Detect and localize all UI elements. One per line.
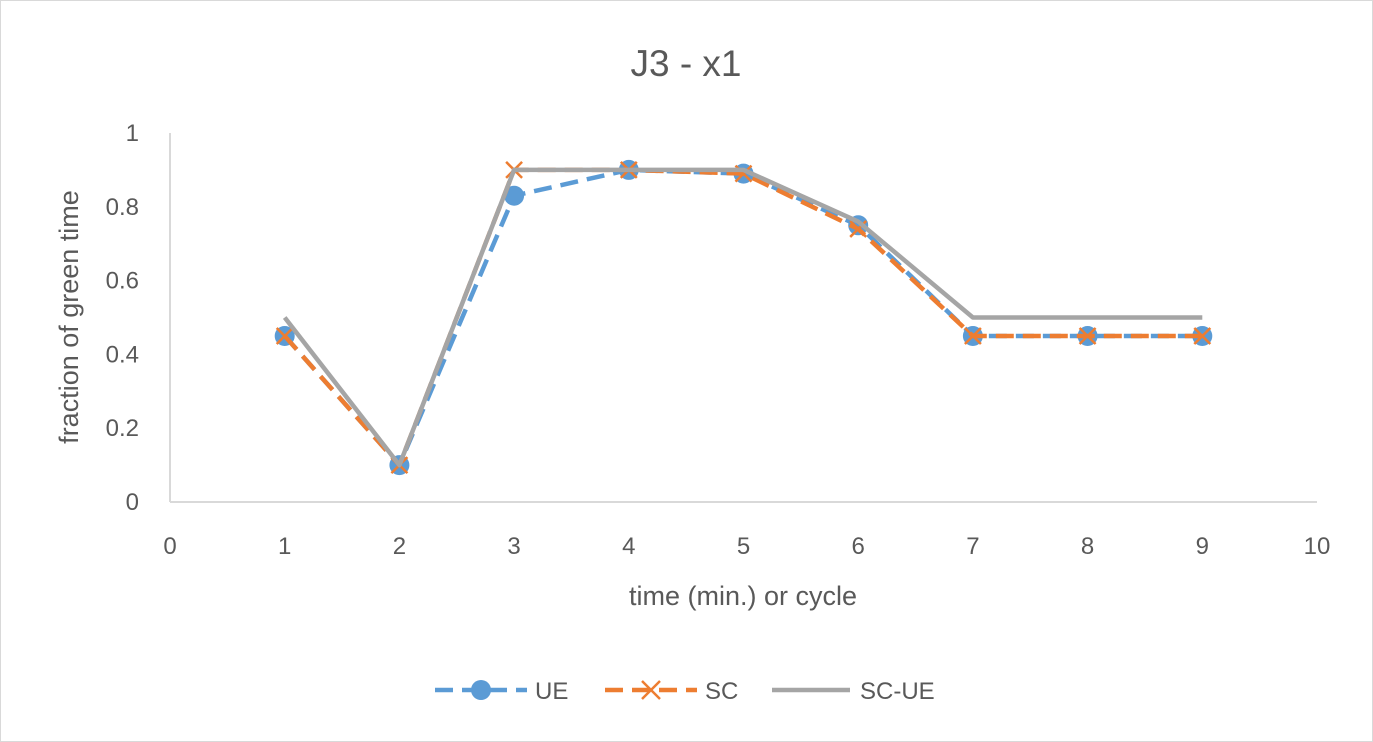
legend-item-ue: UE xyxy=(435,678,568,705)
y-axis-title: fraction of green time xyxy=(54,190,84,444)
series-line-sc-ue xyxy=(282,167,1203,468)
x-tick-label: 1 xyxy=(278,533,291,560)
data-point-sc xyxy=(964,327,982,345)
data-point-sc xyxy=(1193,327,1212,345)
legend-label-sc-ue: SC-UE xyxy=(860,678,935,705)
x-tick-label: 0 xyxy=(163,533,176,560)
legend: UE SC SC-UE xyxy=(435,678,935,705)
series-sc-ue xyxy=(282,167,1203,468)
x-tick-label: 3 xyxy=(507,533,520,560)
y-tick-label: 0.2 xyxy=(106,415,139,442)
x-tick-label: 8 xyxy=(1081,533,1094,560)
series-line-ue xyxy=(283,167,1203,468)
x-tick-label: 7 xyxy=(966,533,979,560)
x-axis-title: time (min.) or cycle xyxy=(629,581,857,611)
x-tick-label: 5 xyxy=(737,533,750,560)
marker-stroke xyxy=(734,164,753,183)
legend-item-sc-ue: SC-UE xyxy=(772,678,935,705)
y-tick-label: 0 xyxy=(126,489,139,516)
legend-label-sc: SC xyxy=(705,678,738,705)
marker-stroke xyxy=(1078,327,1097,345)
legend-marker-sc xyxy=(641,680,661,700)
y-tick-label: 0.8 xyxy=(106,194,139,221)
x-tick-label: 6 xyxy=(852,533,865,560)
x-tick-label: 2 xyxy=(393,533,406,560)
marker-stroke xyxy=(275,327,294,345)
data-point-sc xyxy=(1078,327,1097,345)
x-tick-label: 9 xyxy=(1196,533,1209,560)
marker-stroke xyxy=(1193,327,1212,345)
y-tick-label: 0.6 xyxy=(106,268,139,295)
data-point-sc xyxy=(275,327,294,345)
legend-label-ue: UE xyxy=(535,678,568,705)
legend-marker-ue xyxy=(471,680,491,700)
axes: 0 1 2 3 4 5 6 7 8 9 10 0 0.2 0.4 0.6 0.8 1 xyxy=(106,120,1331,560)
x-tick-label: 10 xyxy=(1304,533,1331,560)
y-tick-label: 1 xyxy=(126,120,139,147)
chart-title: J3 - x1 xyxy=(630,43,741,84)
marker-stroke xyxy=(964,327,982,345)
y-tick-label: 0.4 xyxy=(106,341,139,368)
x-tick-label: 4 xyxy=(622,533,635,560)
legend-item-sc: SC xyxy=(605,678,738,705)
series-layer xyxy=(274,159,1213,476)
